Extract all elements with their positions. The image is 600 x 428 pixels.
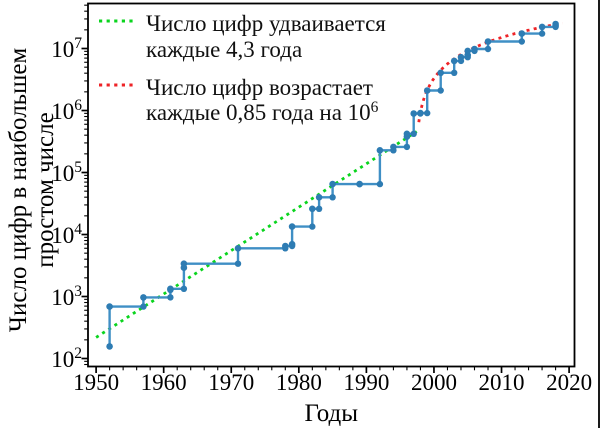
data-point xyxy=(309,205,316,213)
data-point xyxy=(288,240,296,248)
step-corner-point xyxy=(329,194,336,201)
data-point xyxy=(518,30,526,37)
legend-label-line2: каждые 0,85 года на 106 xyxy=(146,99,379,125)
data-point xyxy=(471,45,478,53)
data-point xyxy=(106,303,113,310)
y-axis-label: Число цифр в наибольшемпростом числе xyxy=(5,48,59,333)
data-point xyxy=(457,53,465,61)
x-tick-label: 2020 xyxy=(546,370,592,395)
data-point xyxy=(106,343,113,350)
x-axis-label: Годы xyxy=(304,400,358,427)
y-tick-label: 102 xyxy=(51,345,82,372)
data-point xyxy=(410,110,418,117)
y-tick-label: 105 xyxy=(51,159,82,186)
data-point xyxy=(234,245,242,252)
x-tick-label: 1990 xyxy=(343,370,389,395)
step-corner-point xyxy=(484,45,492,53)
y-tick-label: 106 xyxy=(51,97,82,124)
doubling-trend-line xyxy=(95,130,418,339)
y-tick-label: 104 xyxy=(51,221,82,248)
step-corner-point xyxy=(451,69,458,77)
data-point xyxy=(450,57,458,65)
data-point xyxy=(356,180,363,188)
data-point xyxy=(329,180,336,188)
x-tick-label: 1980 xyxy=(276,370,322,395)
step-corner-point xyxy=(167,294,174,301)
x-tick-label: 2010 xyxy=(479,370,525,395)
linear-trend-curve xyxy=(417,21,563,123)
x-tick-label: 1960 xyxy=(141,370,187,395)
data-point xyxy=(140,294,147,301)
data-point xyxy=(282,242,289,250)
data-point xyxy=(315,194,323,201)
data-point xyxy=(437,69,445,77)
data-point xyxy=(423,87,431,94)
x-tick-label: 1970 xyxy=(208,370,254,395)
step-corner-point xyxy=(140,303,147,310)
step-corner-point xyxy=(538,30,546,37)
y-tick-label: 107 xyxy=(51,35,82,62)
step-corner-point xyxy=(437,87,444,94)
data-point xyxy=(538,23,546,31)
step-corner-point xyxy=(403,143,411,151)
legend-label-line1: Число цифр удваивается xyxy=(146,11,386,36)
data-point xyxy=(417,109,424,117)
step-corner-point xyxy=(518,38,525,45)
legend-label-line1: Число цифр возрастает xyxy=(146,75,373,100)
screenshot-right-border xyxy=(598,0,600,428)
data-point xyxy=(180,260,188,268)
axes: 1950 1960 1970 1980 1990 2000 2010 2020 102 103 10… xyxy=(5,2,592,427)
step-corner-point xyxy=(180,285,188,292)
data-point xyxy=(390,143,397,151)
step-corner-point xyxy=(376,180,384,188)
data-point xyxy=(484,38,492,45)
data-point xyxy=(376,147,384,154)
legend-label-line2: каждые 4,3 года xyxy=(146,37,302,62)
data-point xyxy=(167,285,174,293)
x-tick-label: 2000 xyxy=(411,370,457,395)
x-tick-label: 1950 xyxy=(73,370,119,395)
step-corner-point xyxy=(424,109,431,117)
step-corner-point xyxy=(410,130,417,137)
plot-border xyxy=(87,2,576,368)
y-tick-label: 103 xyxy=(51,283,82,310)
data-point xyxy=(552,20,559,28)
data-point xyxy=(288,223,296,230)
trend-lines xyxy=(95,21,563,339)
data-point xyxy=(403,130,411,138)
data-series xyxy=(106,20,559,350)
step-corner-point xyxy=(309,223,316,230)
step-corner-point xyxy=(315,205,323,212)
data-point xyxy=(464,47,472,55)
step-corner-point xyxy=(234,260,242,267)
